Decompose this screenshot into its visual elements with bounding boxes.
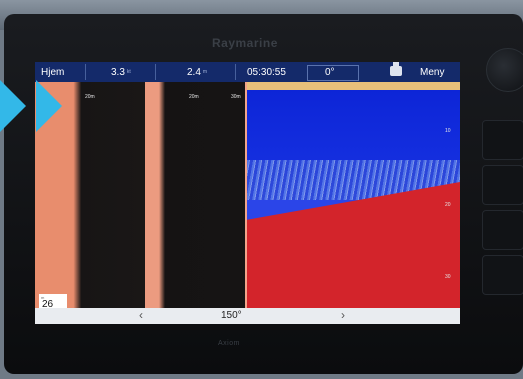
scale-label: 30 [445,274,451,280]
sonar-panel-right[interactable]: 10 20 30 [247,82,460,308]
heading-value: 0° [325,66,335,78]
heading-readout: 0° [325,62,335,82]
side-button-extra[interactable] [482,255,523,295]
sonar-panel-left[interactable]: 20m 26 m [35,82,145,308]
data-bar: Hjem 3.3 kt 2.4 m 05:30:55 0° Meny [35,62,460,82]
speed-value: 3.3 [111,66,125,78]
depth-value: 2.4 [187,66,201,78]
depth-box-unit: m [41,295,45,300]
home-label: Hjem [41,66,65,78]
side-button-back[interactable] [482,120,523,160]
arrow-icon [36,80,62,132]
heading-scroll-value: 150° [221,310,242,321]
home-button[interactable]: Hjem [41,62,64,82]
depth-scale-label: 30m [231,94,241,100]
depth-unit: m [202,69,208,75]
depth-scale-label: 20m [85,94,95,100]
side-button-waypoint[interactable] [482,165,523,205]
depth-readout: 2.4 m [187,62,207,82]
depth-box-value: 26 [42,299,54,308]
chevron-left-icon[interactable]: ‹ [139,308,143,322]
display-screen: Hjem 3.3 kt 2.4 m 05:30:55 0° Meny 20m 2… [35,62,460,324]
chevron-right-icon[interactable]: › [341,308,345,322]
arrow-icon [0,80,26,132]
rotary-knob[interactable] [486,48,523,92]
side-button-minus[interactable] [482,210,523,250]
panel-divider[interactable] [245,82,247,308]
scale-label: 10 [445,128,451,134]
menu-button[interactable]: Meny [420,62,444,82]
boat-icon[interactable] [390,62,402,76]
menu-label: Meny [420,66,445,78]
sonar-panel-middle[interactable]: 20m 30m [145,82,245,308]
speed-unit: kt [126,69,131,75]
bottom-bar: ‹ 150° › [35,308,460,324]
data-bar-separator [85,64,86,80]
data-bar-separator [235,64,236,80]
heading-box [307,65,359,81]
time-readout: 05:30:55 [247,62,286,82]
panel-header [247,82,460,90]
scale-label: 20 [445,202,451,208]
data-bar-separator [155,64,156,80]
time-value: 05:30:55 [247,66,286,78]
depth-scale-label: 20m [189,94,199,100]
depth-box: 26 m [39,294,67,308]
brand-logo: Raymarine [212,36,278,50]
model-label: Axiom [218,340,240,347]
speed-readout: 3.3 kt [111,62,131,82]
